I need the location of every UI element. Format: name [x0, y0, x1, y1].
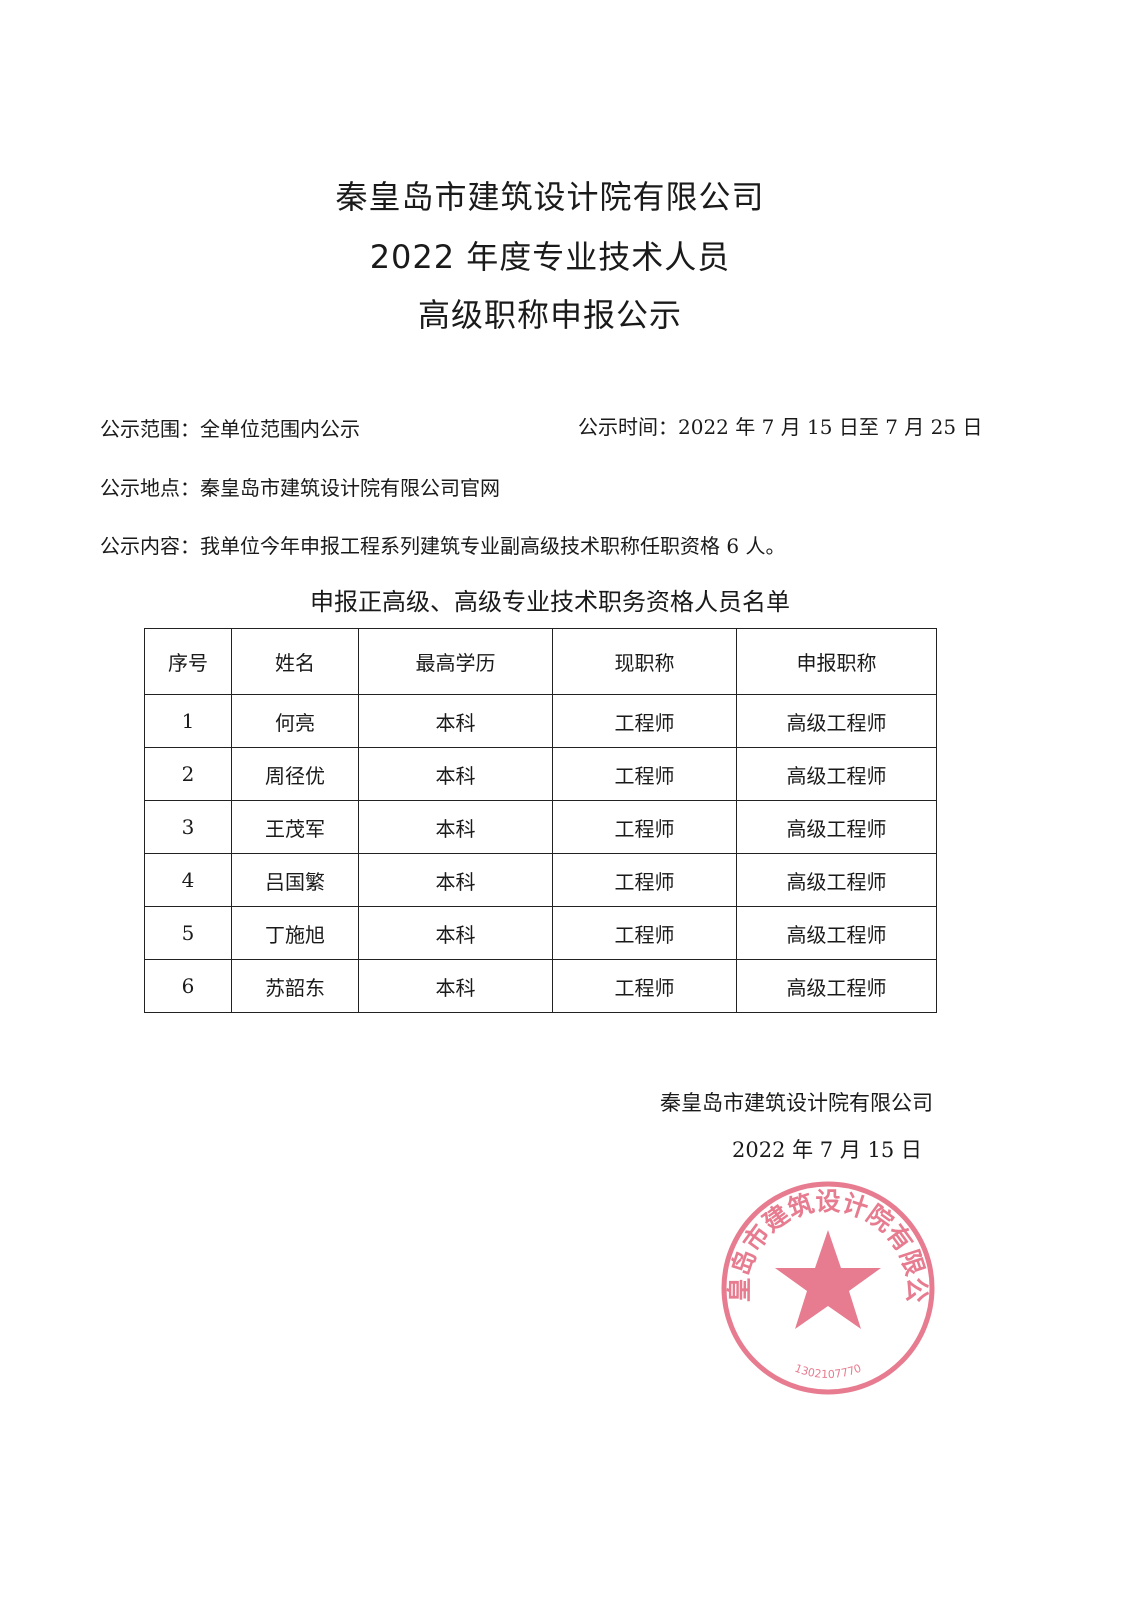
title-line-3: 高级职称申报公示: [417, 296, 682, 334]
cell-index: 1: [144, 694, 232, 748]
cell-education: 本科: [358, 853, 553, 907]
cell-index: 6: [144, 959, 232, 1013]
header-name: 姓名: [231, 628, 359, 695]
header-current-title: 现职称: [552, 628, 737, 695]
title-line-1: 秦皇岛市建筑设计院有限公司: [335, 178, 765, 216]
header-applied-title: 申报职称: [736, 628, 937, 695]
notice-scope: 公示范围：全单位范围内公示: [100, 417, 360, 441]
table-row: 2 周径优 本科 工程师 高级工程师: [144, 747, 937, 801]
notice-content: 公示内容：我单位今年申报工程系列建筑专业副高级技术职称任职资格 6 人。: [100, 534, 786, 558]
table-header-row: 序号 姓名 最高学历 现职称 申报职称: [144, 628, 937, 695]
cell-name: 王茂军: [231, 800, 359, 854]
cell-name: 苏韶东: [231, 959, 359, 1013]
cell-current-title: 工程师: [552, 906, 737, 960]
cell-index: 2: [144, 747, 232, 801]
table-row: 5 丁施旭 本科 工程师 高级工程师: [144, 906, 937, 960]
cell-current-title: 工程师: [552, 694, 737, 748]
header-index: 序号: [144, 628, 232, 695]
cell-name: 周径优: [231, 747, 359, 801]
cell-current-title: 工程师: [552, 853, 737, 907]
header-education: 最高学历: [358, 628, 553, 695]
cell-current-title: 工程师: [552, 959, 737, 1013]
seal-star-icon: [775, 1230, 881, 1329]
applicant-table: 序号 姓名 最高学历 现职称 申报职称 1 何亮 本科 工程师 高级工程师 2 周径优 本科工…: [144, 628, 937, 1013]
cell-name: 丁施旭: [231, 906, 359, 960]
cell-applied-title: 高级工程师: [736, 853, 937, 907]
notice-location: 公示地点：秦皇岛市建筑设计院有限公司官网: [100, 476, 500, 500]
table-row: 6 苏韶东 本科 工程师 高级工程师: [144, 959, 937, 1013]
company-seal: 秦皇岛市建筑设计院有限公司 1302107770: [718, 1178, 935, 1395]
cell-education: 本科: [358, 959, 553, 1013]
cell-current-title: 工程师: [552, 747, 737, 801]
cell-applied-title: 高级工程师: [736, 800, 937, 854]
table-row: 3 王茂军 本科 工程师 高级工程师: [144, 800, 937, 854]
cell-index: 3: [144, 800, 232, 854]
cell-education: 本科: [358, 694, 553, 748]
cell-index: 5: [144, 906, 232, 960]
cell-education: 本科: [358, 906, 553, 960]
cell-education: 本科: [358, 800, 553, 854]
cell-applied-title: 高级工程师: [736, 959, 937, 1013]
cell-name: 吕国繁: [231, 853, 359, 907]
table-row: 4 吕国繁 本科 工程师 高级工程师: [144, 853, 937, 907]
cell-applied-title: 高级工程师: [736, 906, 937, 960]
cell-name: 何亮: [231, 694, 359, 748]
table-row: 1 何亮 本科 工程师 高级工程师: [144, 694, 937, 748]
table-caption: 申报正高级、高级专业技术职务资格人员名单: [310, 588, 790, 616]
notice-time: 公示时间：2022 年 7 月 15 日至 7 月 25 日: [578, 415, 983, 439]
cell-index: 4: [144, 853, 232, 907]
cell-applied-title: 高级工程师: [736, 747, 937, 801]
cell-current-title: 工程师: [552, 800, 737, 854]
cell-education: 本科: [358, 747, 553, 801]
signature-date: 2022 年 7 月 15 日: [732, 1138, 922, 1162]
seal-ring: [721, 1181, 935, 1395]
signature-org: 秦皇岛市建筑设计院有限公司: [660, 1091, 933, 1115]
title-line-2: 2022 年度专业技术人员: [369, 238, 731, 276]
seal-code: 1302107770: [793, 1362, 863, 1381]
cell-applied-title: 高级工程师: [736, 694, 937, 748]
